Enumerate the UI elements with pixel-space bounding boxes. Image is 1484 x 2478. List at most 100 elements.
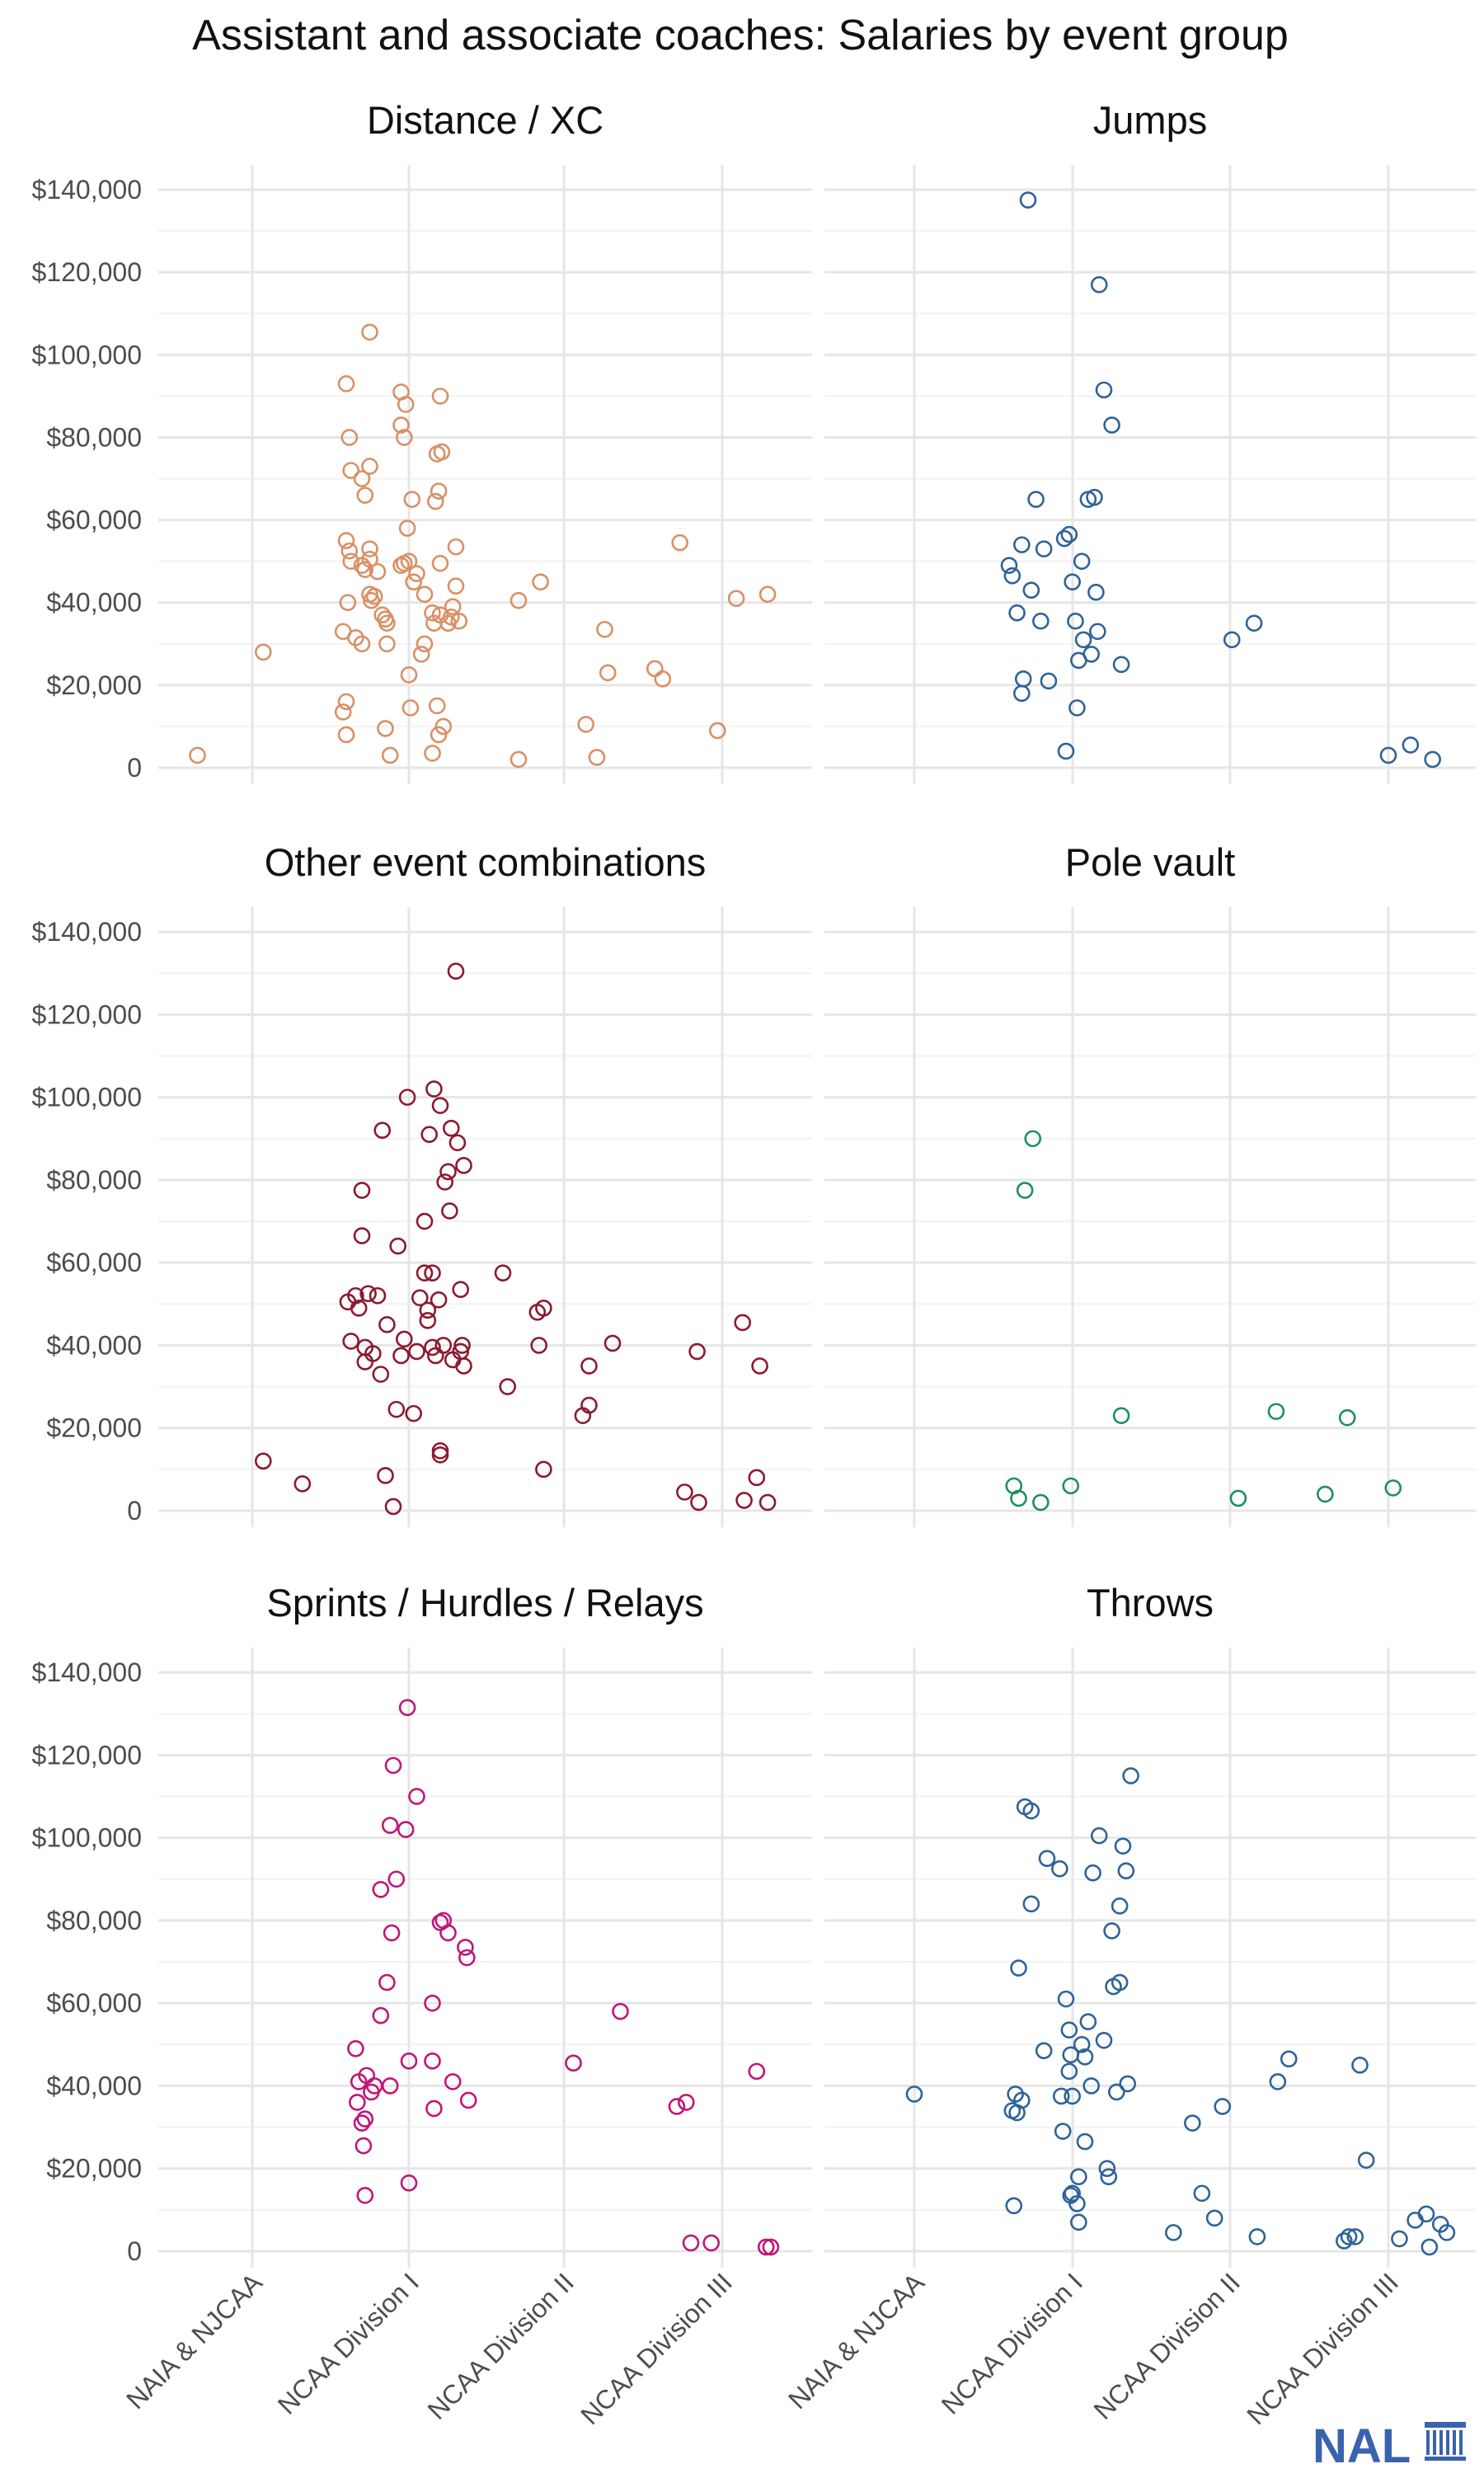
data-point xyxy=(361,323,378,341)
data-point xyxy=(1084,1864,1101,1882)
data-point xyxy=(342,462,360,479)
data-point xyxy=(1417,2205,1435,2223)
data-point xyxy=(1402,736,1420,754)
data-point xyxy=(457,1939,474,1956)
data-point xyxy=(682,2234,700,2252)
logo-column xyxy=(1459,2430,1463,2455)
nal-logo: NAL xyxy=(1313,2419,1466,2473)
data-point xyxy=(1022,1802,1040,1820)
data-point xyxy=(1057,1990,1075,2008)
data-point xyxy=(1038,1850,1056,1867)
data-point xyxy=(337,532,355,549)
data-point xyxy=(1267,1403,1285,1420)
data-point xyxy=(425,2099,443,2118)
data-point xyxy=(1064,2087,1081,2105)
data-point xyxy=(387,1870,406,1888)
x-tick-label: NAIA & NJCAA xyxy=(120,2267,268,2415)
data-point xyxy=(395,1330,413,1348)
data-point xyxy=(350,1299,368,1317)
data-point xyxy=(758,585,777,603)
data-point xyxy=(1040,672,1058,690)
data-point xyxy=(1424,750,1441,769)
data-point xyxy=(596,620,613,638)
data-point xyxy=(347,628,364,647)
data-point xyxy=(565,2054,582,2072)
data-point xyxy=(361,550,378,568)
data-point xyxy=(294,1475,312,1493)
y-tick-label: $20,000 xyxy=(46,2154,142,2184)
data-point xyxy=(384,1756,402,1775)
data-point xyxy=(347,1286,364,1305)
data-point xyxy=(431,388,449,405)
x-tick-label: NCAA Division III xyxy=(1241,2267,1404,2430)
y-tick-label: $40,000 xyxy=(46,588,142,618)
data-point xyxy=(339,594,357,612)
logo-text: NAL xyxy=(1313,2419,1411,2473)
data-point xyxy=(1111,1897,1129,1915)
data-point xyxy=(1108,2083,1125,2101)
data-point xyxy=(430,482,448,500)
data-point xyxy=(389,1237,407,1255)
data-point xyxy=(1407,2212,1424,2229)
panels-layer: Distance / XC 0 $20,000 $40,000 $60,000 $80,0… xyxy=(32,98,1476,2430)
data-point xyxy=(1054,2123,1072,2140)
y-tick-label: $60,000 xyxy=(46,505,142,535)
panel-title: Distance / XC xyxy=(367,98,603,142)
data-point xyxy=(1269,2073,1287,2090)
data-point xyxy=(599,664,617,682)
data-point xyxy=(1064,2184,1081,2203)
data-point xyxy=(337,693,355,711)
data-point xyxy=(450,612,468,630)
data-point xyxy=(1351,2057,1369,2074)
logo-column xyxy=(1453,2430,1456,2455)
data-point xyxy=(400,2174,418,2192)
data-point xyxy=(1067,612,1084,630)
data-point xyxy=(1057,742,1075,760)
data-point xyxy=(510,591,528,609)
data-point xyxy=(1055,529,1073,548)
data-point xyxy=(403,491,421,508)
data-point xyxy=(1022,1895,1040,1913)
data-point xyxy=(378,1316,396,1333)
y-tick-label: $100,000 xyxy=(32,1083,142,1112)
data-point xyxy=(1003,567,1021,585)
data-point xyxy=(405,1404,423,1422)
data-point xyxy=(398,520,416,537)
data-point xyxy=(708,722,726,740)
data-point xyxy=(395,554,413,572)
data-point xyxy=(1340,2228,1358,2245)
data-point xyxy=(751,1357,768,1375)
x-tick-label: NCAA Division I xyxy=(272,2267,425,2419)
data-point xyxy=(1119,2075,1137,2093)
x-tick-label: NCAA Division II xyxy=(1088,2267,1246,2424)
data-point xyxy=(424,1338,441,1357)
panel-other-event-combinations: Other event combinations 0 $20,000 $40,000 $… xyxy=(32,840,812,1527)
y-tick-label: $100,000 xyxy=(32,340,142,369)
data-point xyxy=(392,1347,410,1365)
data-point xyxy=(372,1880,390,1898)
data-point xyxy=(416,1264,434,1281)
data-point xyxy=(1114,1837,1132,1855)
chart-title: Assistant and associate coaches: Salarie… xyxy=(192,12,1289,59)
data-point xyxy=(363,591,380,609)
data-point xyxy=(356,561,374,578)
y-tick-label: $60,000 xyxy=(46,1988,142,2018)
data-point xyxy=(1074,631,1092,649)
y-tick-label: $80,000 xyxy=(46,1165,142,1195)
data-point xyxy=(748,1469,766,1487)
data-point xyxy=(424,1994,441,2012)
data-point xyxy=(1068,699,1086,717)
data-point xyxy=(1032,1493,1050,1512)
data-point xyxy=(353,1227,371,1244)
data-point xyxy=(342,1333,360,1350)
data-point xyxy=(1357,2151,1375,2169)
data-point xyxy=(1112,1407,1130,1424)
data-point xyxy=(905,2085,923,2103)
data-point xyxy=(1103,1922,1120,1940)
data-point xyxy=(1214,2098,1232,2115)
data-point xyxy=(1073,552,1091,570)
data-point xyxy=(1010,1489,1027,1507)
data-point xyxy=(530,1337,548,1354)
data-point xyxy=(408,1788,425,1805)
data-point xyxy=(1095,381,1113,399)
